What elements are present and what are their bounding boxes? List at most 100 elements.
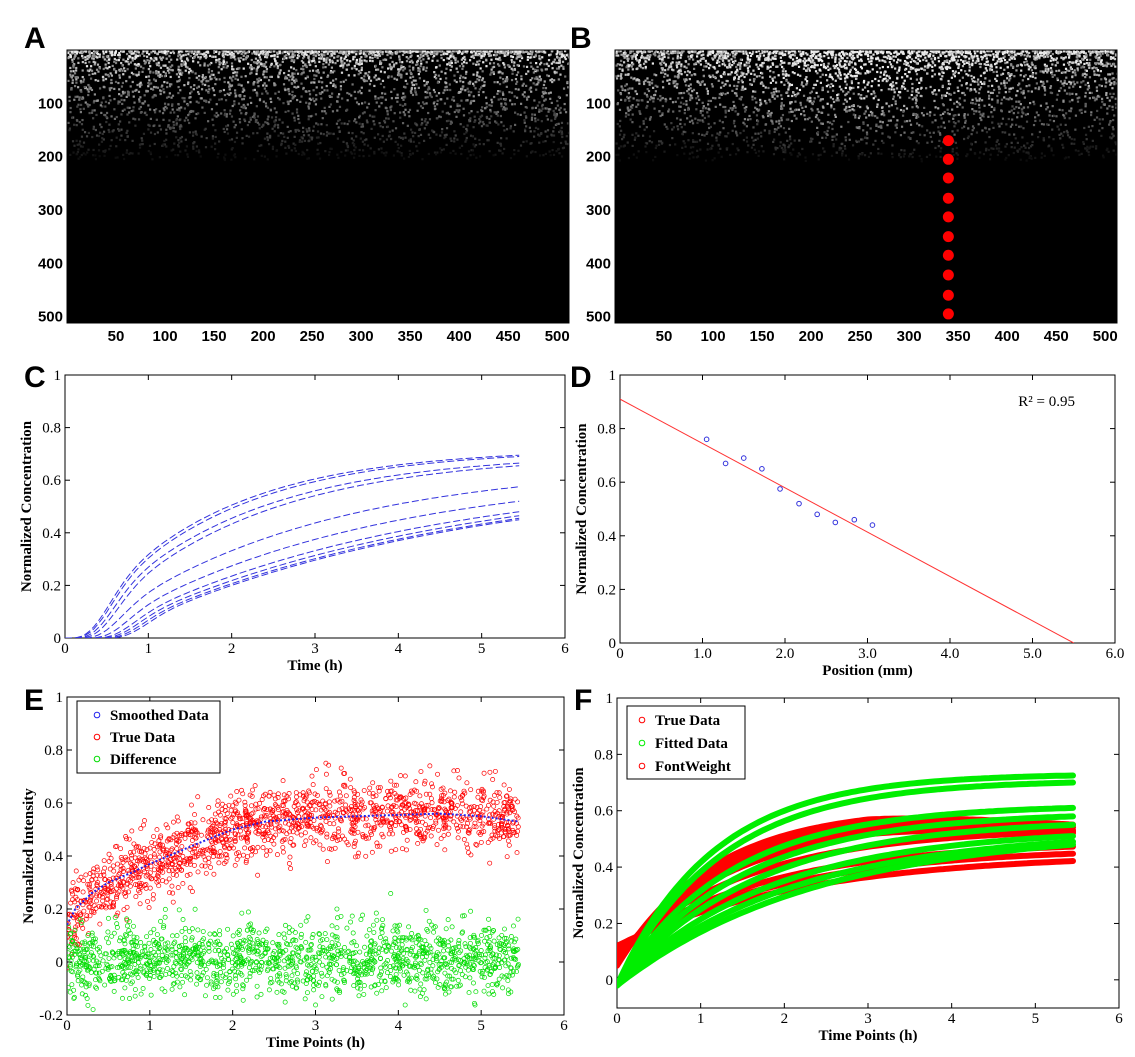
panel-a-speckle — [418, 57, 421, 60]
panel-a-speckle — [120, 134, 123, 137]
panel-b-speckle — [1099, 50, 1103, 53]
panel-a-speckle — [544, 152, 548, 156]
panel-a-speckle — [562, 146, 566, 149]
panel-a-speckle — [468, 118, 471, 122]
panel-a-speckle — [82, 152, 85, 155]
panel-a-speckle — [472, 143, 475, 146]
panel-a-speckle — [317, 142, 320, 145]
panel-a-speckle — [381, 134, 384, 138]
panel-a-speckle — [567, 86, 569, 89]
panel-a-speckle — [181, 50, 184, 53]
panel-a-speckle — [160, 58, 163, 62]
panel-a-speckle — [113, 53, 117, 56]
panel-b-speckle — [844, 107, 848, 110]
panel-a-speckle — [364, 101, 367, 104]
panel-a-speckle — [538, 154, 542, 157]
panel-a-speckle — [184, 138, 187, 141]
panel-a-speckle — [422, 54, 425, 57]
panel-a-speckle — [276, 66, 279, 70]
panel-a-speckle — [436, 99, 439, 102]
panel-b-speckle — [905, 63, 908, 66]
panel-b-speckle — [844, 86, 847, 90]
panel-a-speckle — [87, 56, 90, 59]
panel-a-speckle — [495, 111, 498, 114]
panel-a-speckle — [247, 62, 250, 65]
panel-a-speckle — [433, 101, 436, 104]
panel-a-speckle — [472, 153, 475, 156]
panel-a-speckle — [172, 130, 175, 133]
panel-a-speckle — [390, 90, 393, 93]
panel-a-speckle — [567, 56, 569, 59]
panel-letter-c: C — [24, 361, 46, 394]
panel-b-speckle — [679, 101, 683, 104]
panel-a-speckle — [214, 83, 217, 86]
panel-a-speckle — [379, 96, 382, 99]
panel-a-speckle — [362, 132, 365, 135]
panel-b-speckle — [909, 77, 912, 80]
panel-b-speckle — [757, 109, 760, 112]
panel-b-speckle — [684, 60, 687, 63]
panel-b-speckle — [969, 89, 972, 92]
panel-a-speckle — [467, 150, 471, 153]
panel-a-speckle — [453, 110, 456, 114]
panel-a-speckle — [482, 52, 485, 55]
panel-a-speckle — [359, 71, 362, 74]
panel-a-speckle — [313, 77, 316, 81]
panel-b-speckle — [865, 105, 869, 108]
panel-a-speckle — [330, 70, 333, 73]
panel-a-speckle — [334, 62, 337, 65]
panel-a-speckle — [238, 118, 241, 121]
panel-a-speckle — [439, 77, 442, 81]
panel-a-speckle — [334, 50, 337, 53]
panel-b-speckle — [640, 56, 643, 59]
panel-a-speckle — [531, 77, 534, 80]
panel-a-speckle — [520, 75, 523, 78]
panel-a-speckle — [95, 50, 98, 53]
panel-a-speckle — [525, 84, 528, 87]
panel-a-speckle — [242, 103, 245, 107]
panel-a-speckle — [446, 88, 449, 92]
panel-a-speckle — [301, 150, 304, 153]
panel-a-speckle — [329, 81, 332, 84]
panel-a-speckle — [97, 134, 101, 138]
panel-a-speckle — [493, 95, 496, 99]
panel-a-speckle — [283, 135, 286, 139]
panel-a-speckle — [530, 65, 533, 68]
panel-b-speckle — [648, 83, 651, 86]
panel-a-speckle — [497, 123, 500, 126]
panel-b-speckle — [899, 91, 902, 94]
panel-a-speckle — [464, 50, 467, 53]
panel-a-speckle — [463, 58, 467, 61]
panel-b-speckle — [861, 138, 864, 141]
panel-a-speckle — [432, 88, 436, 92]
panel-b-speckle — [662, 86, 665, 89]
panel-a-speckle — [434, 73, 437, 76]
panel-a-speckle — [100, 111, 103, 115]
panel-a-speckle — [199, 64, 202, 67]
panel-a-speckle — [217, 114, 220, 117]
panel-a-speckle — [505, 79, 509, 83]
panel-a-speckle — [381, 52, 384, 56]
panel-b-speckle — [791, 53, 795, 56]
panel-b-speckle — [939, 133, 942, 136]
panel-a-speckle — [395, 78, 399, 81]
panel-a-speckle — [197, 50, 200, 53]
panel-a-speckle — [408, 65, 411, 68]
panel-a-speckle — [342, 80, 345, 83]
panel-a-speckle — [310, 138, 313, 141]
panel-a-speckle — [206, 64, 209, 67]
panel-a-speckle — [183, 97, 186, 100]
panel-b-speckle — [990, 50, 993, 53]
panel-b-speckle — [686, 108, 690, 111]
panel-a-speckle — [252, 83, 255, 86]
panel-a-speckle — [479, 120, 482, 123]
panel-a-speckle — [323, 51, 326, 54]
panel-a-speckle — [557, 122, 560, 125]
panel-a-speckle — [197, 61, 200, 64]
panel-a-speckle — [152, 85, 156, 89]
panel-a-speckle — [346, 99, 349, 102]
panel-a-speckle — [223, 50, 226, 53]
panel-b-speckle — [1051, 114, 1054, 118]
panel-a-speckle — [87, 93, 90, 97]
panel-a-speckle — [357, 91, 360, 94]
